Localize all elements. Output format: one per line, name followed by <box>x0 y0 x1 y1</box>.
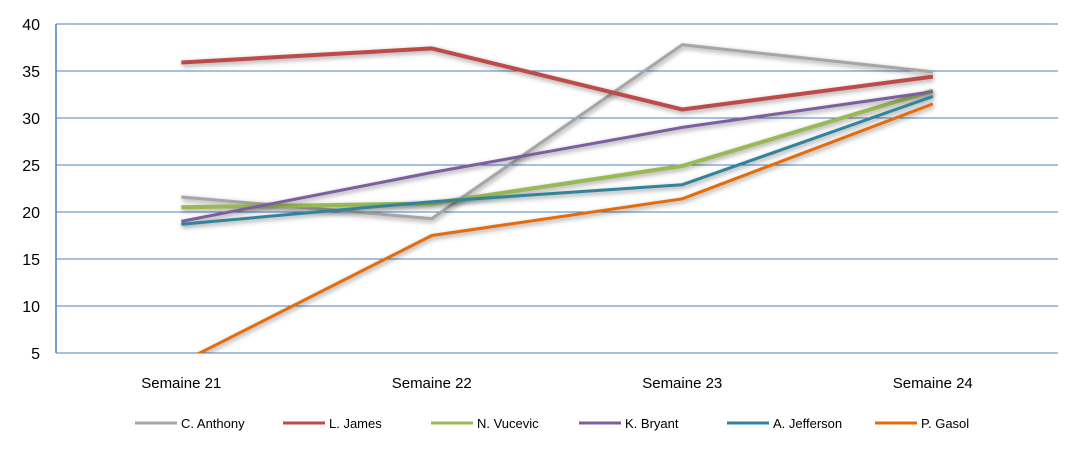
legend-item: C. Anthony <box>135 416 245 431</box>
x-tick-label: Semaine 24 <box>893 375 973 392</box>
x-tick-label: Semaine 23 <box>642 375 722 392</box>
legend-label: P. Gasol <box>921 416 969 431</box>
legend-label: A. Jefferson <box>773 416 842 431</box>
series-group-4 <box>181 94 935 229</box>
x-tick-labels: Semaine 21 Semaine 22 Semaine 23 Semaine 24 <box>141 375 973 392</box>
series-line-p-gasol <box>196 102 934 353</box>
x-tick-label: Semaine 22 <box>392 375 472 392</box>
series-group-3 <box>181 90 935 226</box>
legend-item: A. Jefferson <box>727 416 842 431</box>
y-tick-label: 40 <box>22 17 40 34</box>
series-line-k-bryant <box>181 90 934 223</box>
legend: C. Anthony L. James N. Vucevic K. Bryant A. … <box>135 416 969 431</box>
y-tick-label: 5 <box>31 346 40 363</box>
axes <box>55 24 1058 354</box>
y-tick-labels: 5 10 15 20 25 30 35 40 <box>22 17 40 363</box>
legend-item: P. Gasol <box>875 416 969 431</box>
x-tick-label: Semaine 21 <box>141 375 221 392</box>
gridlines <box>56 23 1058 307</box>
y-tick-label: 20 <box>22 205 40 222</box>
series-line-a-jefferson <box>181 94 934 226</box>
series-shadow <box>182 96 935 229</box>
legend-item: L. James <box>283 416 382 431</box>
legend-item: N. Vucevic <box>431 416 539 431</box>
series-line-l-james <box>181 46 934 112</box>
series-shadow <box>199 103 935 353</box>
series-line-n-vucevic <box>181 88 934 210</box>
series-group-5 <box>196 102 935 353</box>
y-tick-label: 30 <box>22 111 40 128</box>
legend-label: L. James <box>329 416 382 431</box>
series-shadow <box>181 91 935 226</box>
legend-label: N. Vucevic <box>477 416 539 431</box>
legend-label: K. Bryant <box>625 416 679 431</box>
legend-label: C. Anthony <box>181 416 245 431</box>
y-tick-label: 15 <box>22 252 40 269</box>
series-lines <box>181 43 935 353</box>
y-tick-label: 25 <box>22 158 40 175</box>
series-shadow <box>182 89 935 213</box>
series-group-1 <box>181 46 935 115</box>
y-tick-label: 10 <box>22 299 40 316</box>
legend-item: K. Bryant <box>579 416 679 431</box>
y-tick-label: 35 <box>22 64 40 81</box>
